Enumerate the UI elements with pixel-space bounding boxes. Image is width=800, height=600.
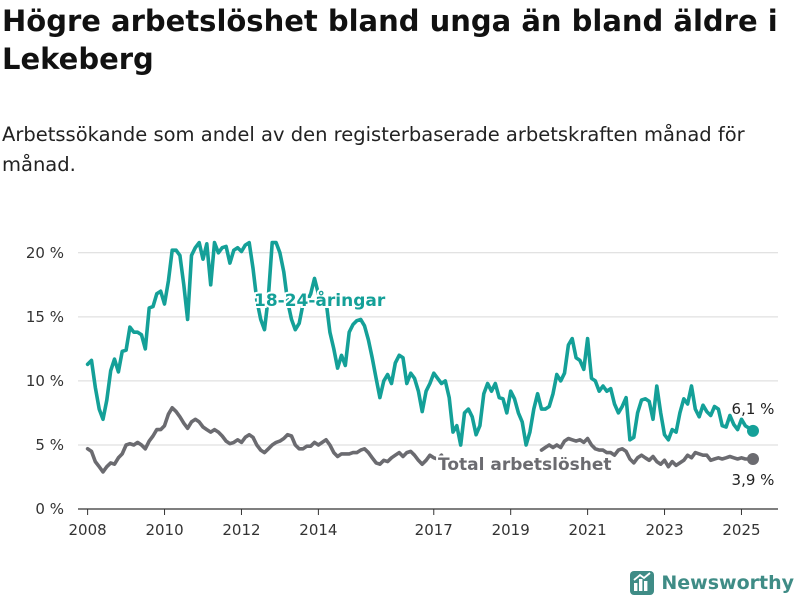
newsworthy-logo-icon <box>630 571 655 595</box>
y-tick-label: 20 % <box>26 244 64 262</box>
x-tick-label: 2025 <box>722 521 760 539</box>
x-tick-label: 2010 <box>145 521 183 539</box>
x-tick-label: 2019 <box>492 521 530 539</box>
y-tick-label: 5 % <box>35 436 64 454</box>
x-tick-label: 2014 <box>299 521 337 539</box>
end-label-total: 3,9 % <box>732 471 775 489</box>
series-line-total <box>539 436 755 469</box>
y-tick-label: 0 % <box>35 500 64 518</box>
x-tick-label: 2023 <box>645 521 683 539</box>
series-label-young: 18-24-åringar <box>254 289 386 311</box>
x-tick-label: 2012 <box>222 521 260 539</box>
series-label-total: Total arbetslöshet <box>438 455 612 475</box>
end-point-total <box>747 453 759 466</box>
series-line-young <box>85 240 755 447</box>
y-tick-label: 15 % <box>26 308 64 326</box>
end-point-young <box>747 424 759 437</box>
chart-title: Högre arbetslöshet bland unga än bland ä… <box>2 4 778 76</box>
y-tick-label: 10 % <box>26 372 64 390</box>
x-tick-label: 2008 <box>69 521 107 539</box>
chart-subtitle: Arbetssökande som andel av den registerb… <box>2 123 745 176</box>
series-line-total <box>85 406 444 474</box>
x-tick-label: 2017 <box>415 521 453 539</box>
end-label-young: 6,1 % <box>732 400 775 418</box>
x-tick-label: 2021 <box>569 521 607 539</box>
brand-logo: Newsworthy <box>629 570 794 596</box>
brand-name: Newsworthy <box>661 572 794 594</box>
